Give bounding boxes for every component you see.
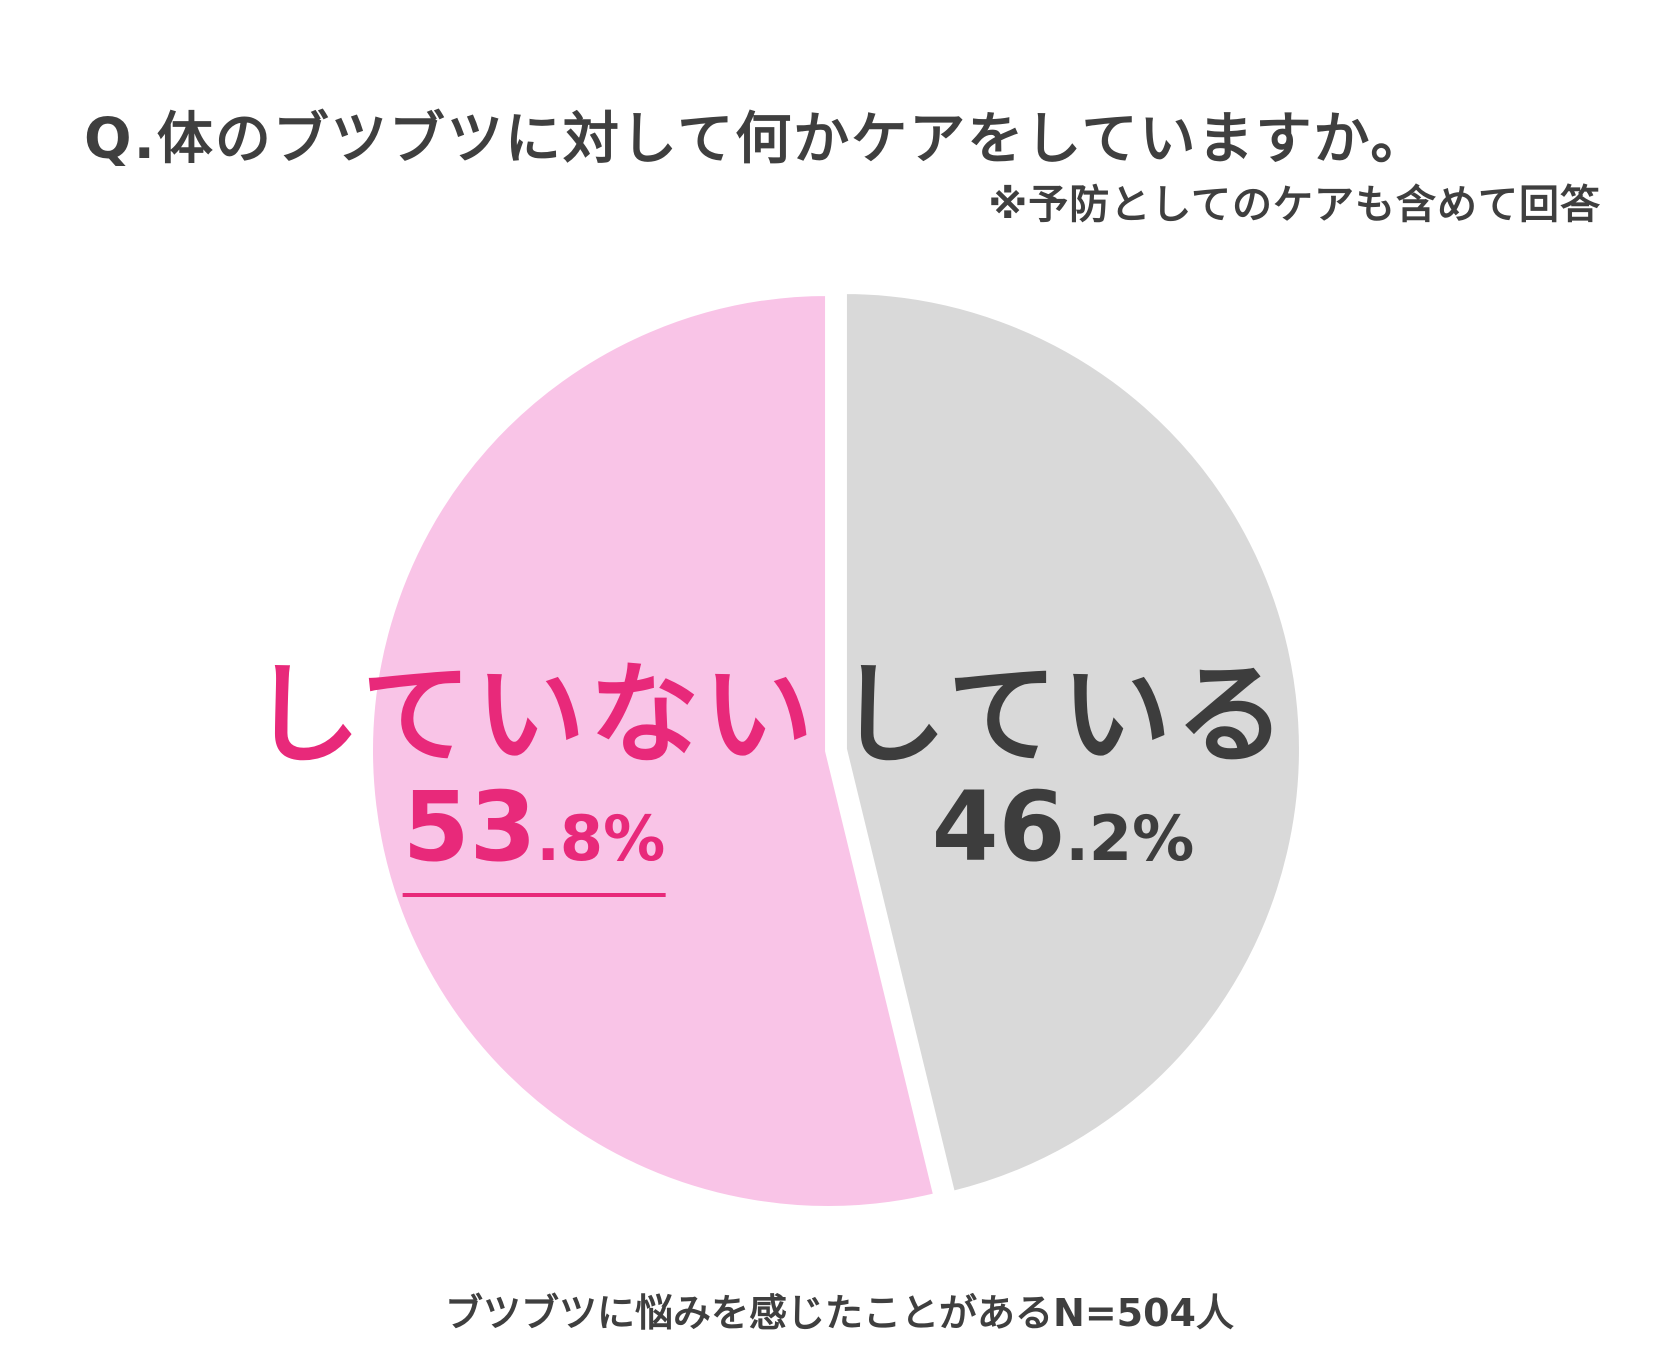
- slice-value-doing: 46.2%: [932, 775, 1194, 891]
- slice-value-not-doing-int: 53: [402, 771, 537, 883]
- slice-name-not-doing: していない: [250, 651, 818, 779]
- slice-name-doing: している: [836, 651, 1290, 779]
- sample-size-note: ブツブツに悩みを感じたことがあるN=504人: [445, 1291, 1234, 1335]
- slice-label-doing: している 46.2%: [837, 655, 1290, 891]
- pie-slice-doing: [840, 288, 1305, 1198]
- slice-label-not-doing: していない 53.8%: [251, 655, 818, 897]
- slice-value-not-doing: 53.8%: [402, 775, 666, 897]
- pie-slice-not-doing: [367, 289, 940, 1212]
- slice-value-doing-frac: .2%: [1065, 802, 1195, 875]
- slice-value-doing-int: 46: [931, 771, 1066, 883]
- slice-value-not-doing-frac: .8%: [536, 802, 666, 875]
- chart-subtitle: ※予防としてのケアも含めて回答: [988, 182, 1601, 228]
- chart-title: Q.体のブツブツに対して何かケアをしていますか。: [84, 107, 1429, 172]
